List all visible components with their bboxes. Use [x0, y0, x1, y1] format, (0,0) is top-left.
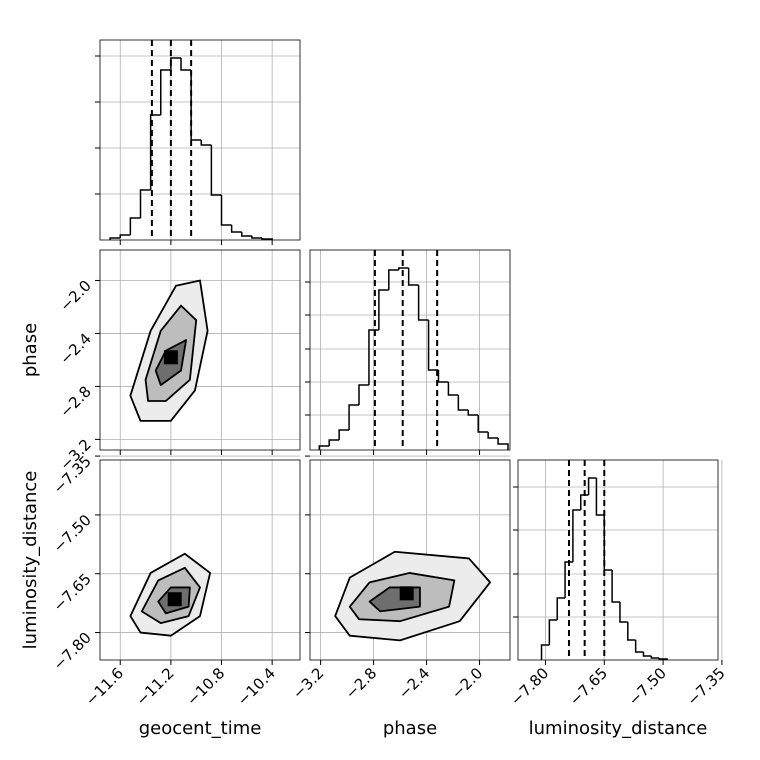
histogram-step: [210, 145, 222, 196]
histogram-step: [540, 644, 550, 660]
histogram-step: [160, 69, 171, 115]
x-axis-label: luminosity_distance: [529, 718, 708, 739]
histogram-step: [139, 189, 151, 218]
y-axis-label: phase: [20, 323, 41, 377]
histogram-step: [572, 509, 581, 562]
histogram-step: [642, 652, 652, 657]
histogram-step: [634, 640, 644, 653]
x-tick-label: −7.50: [625, 664, 670, 709]
x-tick-label: −3.2: [289, 664, 327, 702]
x-tick-label: −11.6: [82, 664, 127, 709]
x-tick-label: −7.80: [507, 664, 552, 709]
histogram-step: [358, 384, 369, 405]
histogram-step: [190, 70, 202, 141]
x-axis-label: phase: [383, 718, 437, 739]
panel-frame: [309, 249, 511, 451]
histogram-step: [251, 236, 263, 239]
x-tick-label: −2.8: [342, 664, 380, 702]
panel-frame: [99, 249, 301, 451]
histogram-step: [348, 404, 360, 430]
histogram-step: [603, 515, 613, 571]
histogram-step: [119, 234, 131, 238]
histogram-step: [230, 225, 242, 233]
histogram-step: [109, 237, 121, 240]
y-tick-label: −2.8: [56, 383, 94, 421]
density-peak: [167, 592, 182, 607]
histogram-step: [180, 58, 192, 71]
histogram-step: [427, 320, 439, 371]
histogram-step: [548, 619, 558, 645]
histogram-step: [587, 477, 597, 495]
histogram-step: [388, 269, 399, 290]
x-tick-label: −2.0: [448, 664, 486, 702]
histogram-step: [220, 195, 232, 226]
histogram-step: [261, 238, 273, 240]
histogram-step: [579, 494, 589, 510]
x-tick-label: −7.35: [684, 664, 729, 709]
y-tick-label: −2.4: [56, 330, 94, 368]
x-tick-label: −7.65: [566, 664, 611, 709]
y-tick-label: −2.0: [56, 277, 94, 315]
panel-frame: [309, 459, 511, 661]
histogram-step: [378, 289, 389, 330]
histogram-step: [318, 445, 330, 450]
y-axis-label: luminosity_distance: [20, 471, 41, 650]
histogram-step: [129, 217, 141, 235]
x-tick-label: −11.2: [132, 664, 177, 709]
panel-frame: [99, 39, 301, 241]
histogram-step: [170, 57, 182, 70]
histogram-step: [619, 602, 628, 623]
histogram-step: [200, 140, 212, 146]
y-tick-label: −7.80: [50, 629, 95, 674]
histogram-step: [595, 478, 605, 516]
histogram-step: [564, 561, 573, 598]
histogram-step: [477, 415, 489, 433]
y-tick-label: −7.65: [50, 570, 95, 615]
histogram-step: [241, 232, 252, 237]
histogram-step: [497, 438, 509, 450]
density-peak: [163, 350, 178, 365]
histogram-step: [437, 370, 449, 383]
density-peak: [399, 586, 414, 601]
histogram-step: [407, 268, 419, 286]
histogram-step: [328, 439, 340, 446]
histogram-step: [447, 382, 459, 396]
x-tick-label: −2.4: [395, 664, 433, 702]
histogram-step: [417, 285, 429, 321]
x-tick-label: −10.8: [183, 664, 228, 709]
histogram-step: [658, 658, 668, 660]
x-tick-label: −10.4: [234, 664, 279, 709]
y-tick-label: −7.50: [50, 511, 95, 556]
panel-frame: [99, 459, 301, 661]
histogram-step: [467, 410, 479, 416]
panel-frame: [517, 459, 719, 661]
histogram-step: [650, 656, 660, 659]
histogram-step: [397, 267, 409, 270]
histogram-step: [338, 429, 350, 440]
histogram-step: [149, 114, 161, 190]
histogram-step: [457, 395, 469, 411]
histogram-step: [611, 570, 620, 603]
histogram-step: [487, 432, 499, 439]
x-axis-label: geocent_time: [139, 718, 262, 739]
histogram-step: [556, 597, 566, 620]
histogram-step: [627, 622, 636, 641]
